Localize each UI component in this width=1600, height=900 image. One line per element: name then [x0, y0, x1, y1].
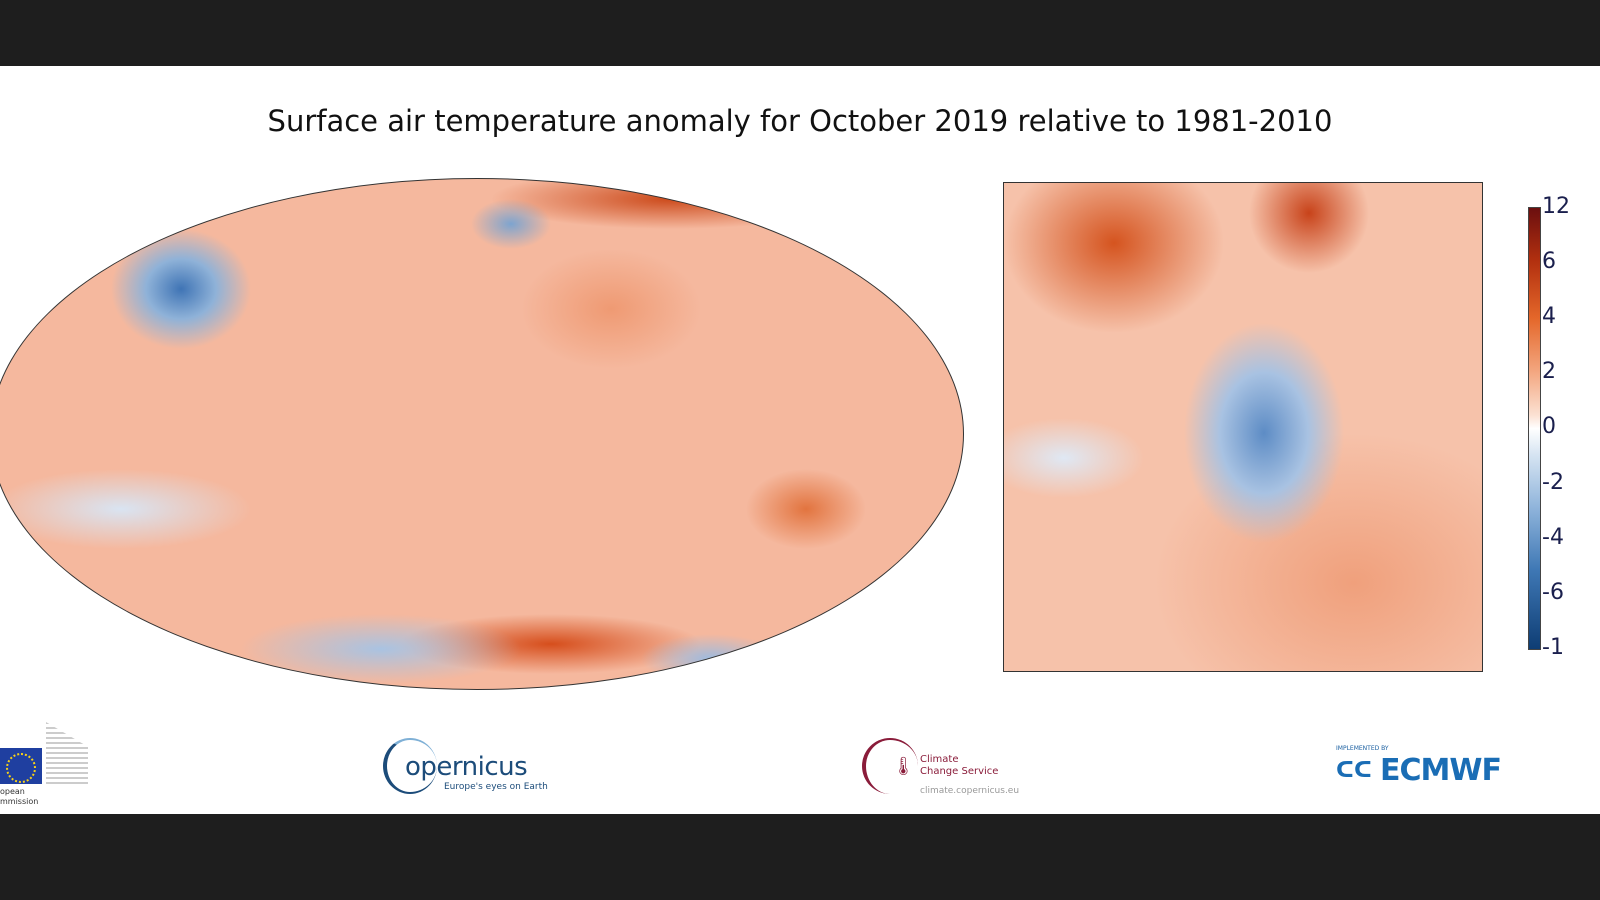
colorbar-tick: -1: [1542, 635, 1564, 660]
colorbar-tick: 6: [1542, 249, 1556, 274]
colorbar-tick: 0: [1542, 414, 1556, 439]
ecmwf-icon: ᑕᑕ: [1336, 758, 1372, 783]
ecmwf-name: ECMWF: [1380, 753, 1502, 788]
colorbar: [1528, 207, 1541, 650]
colorbar-tick: 12: [1542, 194, 1570, 219]
ecmwf-implemented-by: IMPLEMENTED BY: [1336, 745, 1389, 752]
c3s-name: Climate Change Service: [920, 754, 999, 777]
c3s-arc-icon: [862, 738, 918, 794]
colorbar-tick: -2: [1542, 470, 1564, 495]
copernicus-tagline: Europe's eyes on Earth: [444, 782, 548, 792]
colorbar-tick: -4: [1542, 525, 1564, 550]
eu-flag-icon: [0, 748, 42, 784]
europe-map: [1003, 182, 1483, 672]
ec-logo-text: opean mmission: [0, 787, 39, 806]
colorbar-tick: 4: [1542, 304, 1556, 329]
c3s-url: climate.copernicus.eu: [920, 786, 1020, 796]
thermometer-icon: 🌡: [892, 756, 915, 777]
world-map: [0, 178, 964, 690]
copernicus-name: opernicus: [405, 752, 528, 782]
colorbar-tick: -6: [1542, 580, 1564, 605]
figure-title: Surface air temperature anomaly for Octo…: [267, 104, 1333, 138]
colorbar-tick: 2: [1542, 359, 1556, 384]
copernicus-arc-icon: [383, 738, 437, 794]
